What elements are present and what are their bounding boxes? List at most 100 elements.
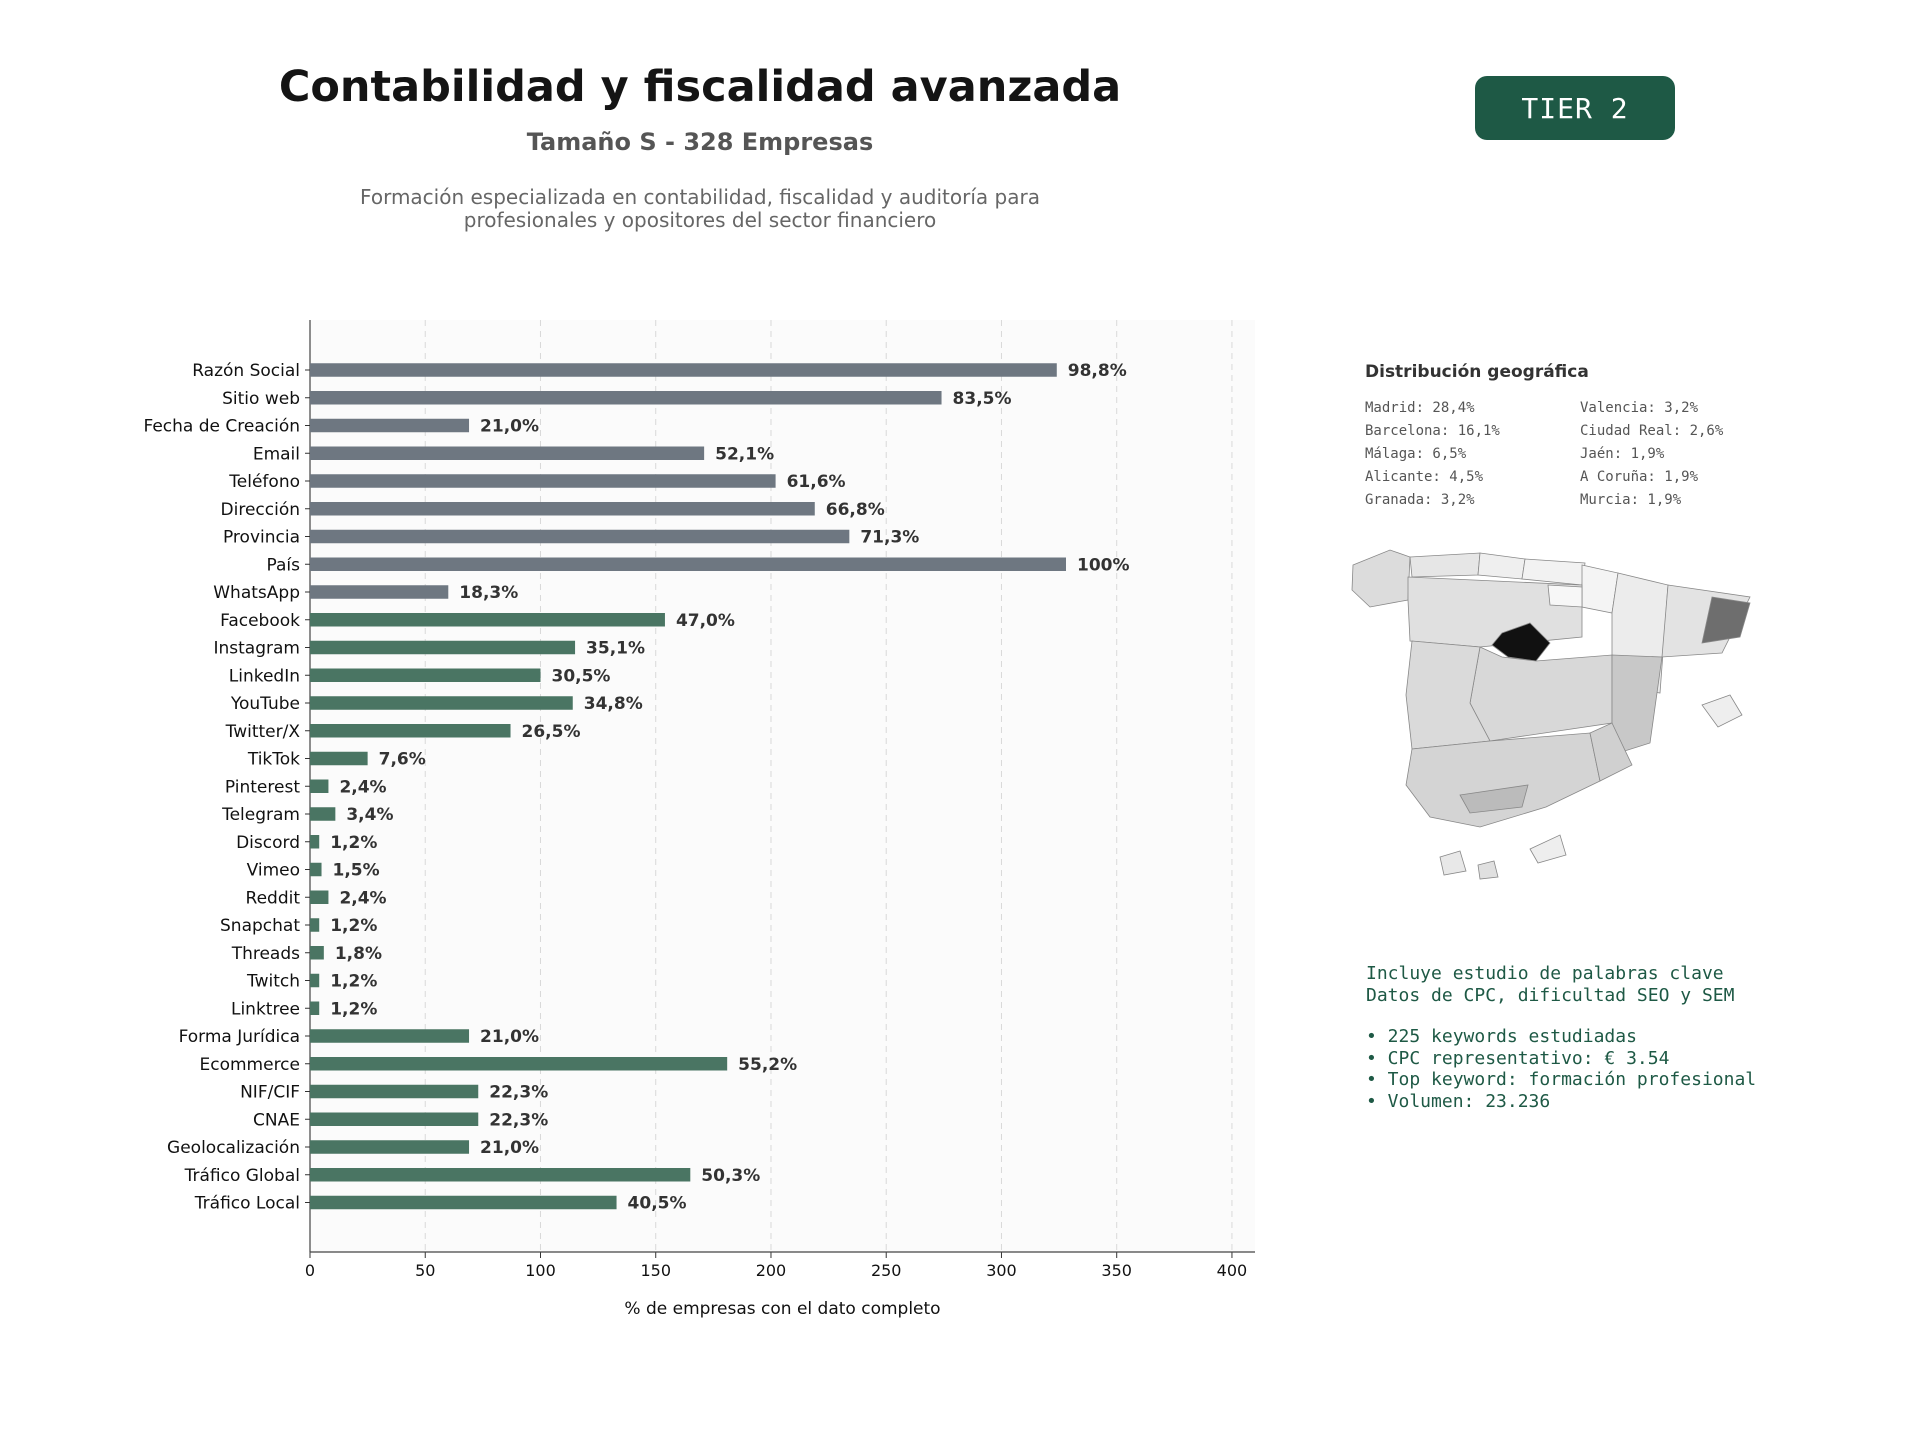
x-tick-label: 350	[1101, 1261, 1132, 1280]
tier-badge: TIER 2	[1475, 76, 1675, 140]
category-label: Discord	[236, 833, 300, 853]
data-label: 21,0%	[480, 417, 539, 437]
map-region-asturias	[1409, 552, 1481, 578]
bar	[310, 446, 705, 460]
data-label: 52,1%	[715, 444, 774, 464]
category-label: Geolocalización	[167, 1138, 300, 1158]
bar	[310, 1001, 320, 1015]
category-label: Razón Social	[192, 361, 300, 381]
data-label: 1,2%	[330, 916, 377, 936]
data-label: 61,6%	[787, 472, 846, 492]
geo-item: A Coruña: 1,9%	[1580, 469, 1699, 485]
category-label: Vimeo	[247, 861, 300, 881]
page-subtitle: Tamaño S - 328 Empresas	[526, 128, 874, 156]
bar	[310, 862, 322, 877]
description-line: profesionales y opositores del sector fi…	[463, 208, 937, 232]
data-label: 1,2%	[330, 999, 377, 1019]
category-label: CNAE	[253, 1110, 300, 1130]
map-region-barcelona	[1701, 596, 1751, 644]
map-region-galicia	[1351, 549, 1411, 608]
bar	[310, 807, 336, 821]
bar	[310, 502, 815, 516]
category-label: Provincia	[223, 528, 300, 548]
x-tick-label: 200	[756, 1261, 787, 1280]
page-title: Contabilidad y fiscalidad avanzada	[278, 62, 1122, 112]
category-label: Twitch	[246, 972, 300, 992]
geo-item: Granada: 3,2%	[1365, 492, 1475, 508]
bar	[310, 1168, 691, 1182]
category-label: Twitter/X	[225, 722, 301, 742]
bar	[310, 1112, 479, 1126]
bar	[310, 835, 320, 849]
data-label: 50,3%	[701, 1166, 760, 1186]
bar	[310, 1057, 728, 1071]
data-label: 1,2%	[330, 833, 377, 853]
category-label: Pinterest	[225, 777, 300, 797]
bar	[310, 585, 449, 599]
keywords-line: Incluye estudio de palabras clave	[1366, 963, 1724, 984]
keywords-bullet: • 225 keywords estudiadas	[1366, 1026, 1637, 1047]
geo-item: Málaga: 6,5%	[1365, 446, 1467, 462]
map-region-valencia	[1611, 654, 1663, 756]
map-region-navarra	[1581, 564, 1619, 614]
bar	[310, 557, 1066, 571]
category-label: Teléfono	[228, 472, 300, 492]
x-axis-label: % de empresas con el dato completo	[624, 1299, 940, 1319]
geo-item: Valencia: 3,2%	[1580, 400, 1699, 416]
geo-item: Jaén: 1,9%	[1580, 446, 1665, 462]
data-label: 26,5%	[522, 722, 581, 742]
data-label: 22,3%	[489, 1083, 548, 1103]
data-label: 2,4%	[339, 888, 386, 908]
data-label: 40,5%	[628, 1194, 687, 1214]
category-label: TikTok	[247, 750, 300, 770]
data-label: 1,5%	[333, 861, 380, 881]
keywords-bullet: • Top keyword: formación profesional	[1366, 1069, 1757, 1090]
category-label: País	[267, 555, 301, 575]
data-label: 21,0%	[480, 1027, 539, 1047]
data-label: 21,0%	[480, 1138, 539, 1158]
bar	[310, 640, 576, 655]
x-tick-label: 400	[1217, 1261, 1248, 1280]
spain-choropleth-map	[1351, 549, 1751, 880]
bar	[310, 613, 665, 627]
data-label: 22,3%	[489, 1110, 548, 1130]
bar	[310, 890, 329, 904]
data-label: 98,8%	[1068, 361, 1127, 381]
data-label: 55,2%	[738, 1055, 797, 1075]
data-label: 7,6%	[379, 750, 426, 770]
map-region-balearic	[1701, 694, 1743, 728]
x-tick-label: 50	[415, 1261, 435, 1280]
map-region-canary-3	[1529, 834, 1567, 864]
map-region-basque	[1521, 558, 1586, 586]
data-label: 71,3%	[860, 528, 919, 548]
x-tick-label: 0	[305, 1261, 315, 1280]
category-label: Reddit	[246, 888, 301, 908]
keywords-panel: Incluye estudio de palabras clave Datos …	[1366, 963, 1756, 1112]
category-label: Snapchat	[220, 916, 300, 936]
category-label: Fecha de Creación	[143, 417, 300, 437]
bar	[310, 1084, 479, 1099]
map-region-canary-1	[1439, 850, 1467, 876]
page-description: Formación especializada en contabilidad,…	[300, 186, 1100, 232]
x-tick-label: 150	[640, 1261, 671, 1280]
category-label: Tráfico Local	[194, 1194, 300, 1214]
category-label: Dirección	[221, 500, 300, 520]
category-label: Instagram	[214, 639, 301, 659]
data-label: 34,8%	[584, 694, 643, 714]
keywords-bullet: • Volumen: 23.236	[1366, 1090, 1551, 1112]
map-region-andalucia	[1405, 732, 1601, 828]
data-label: 100%	[1077, 555, 1130, 575]
category-label: Facebook	[220, 611, 300, 631]
geo-distribution-title: Distribución geográfica	[1365, 362, 1589, 382]
geo-item: Barcelona: 16,1%	[1365, 423, 1500, 439]
data-label: 35,1%	[586, 639, 645, 659]
data-label: 2,4%	[339, 777, 386, 797]
bar	[310, 973, 320, 988]
keywords-bullet: • CPC representativo: € 3.54	[1366, 1047, 1670, 1069]
bar	[310, 529, 850, 544]
bar	[310, 391, 942, 405]
category-label: Tráfico Global	[184, 1166, 300, 1186]
data-label: 30,5%	[551, 666, 610, 686]
geo-item: Alicante: 4,5%	[1365, 469, 1484, 485]
